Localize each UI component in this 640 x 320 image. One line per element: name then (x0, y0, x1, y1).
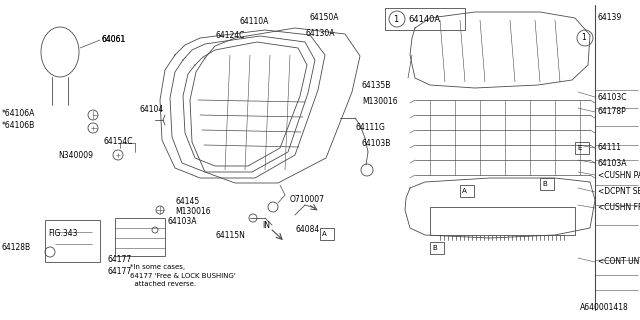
Text: 64103A: 64103A (168, 218, 198, 227)
Text: 64104: 64104 (140, 106, 164, 115)
Text: 64177: 64177 (108, 254, 132, 263)
Text: 64135B: 64135B (362, 81, 392, 90)
Bar (430, 207, 575, 235)
Bar (320, 228, 334, 240)
Text: 1: 1 (394, 14, 399, 23)
Text: <CUSHN PAD>: <CUSHN PAD> (598, 171, 640, 180)
Text: 64061: 64061 (101, 36, 125, 44)
Text: A640001418: A640001418 (580, 303, 628, 313)
Text: FIG.343: FIG.343 (48, 228, 77, 237)
Text: <CONT UNT DCPNT>: <CONT UNT DCPNT> (598, 258, 640, 267)
Text: M130016: M130016 (362, 98, 397, 107)
Text: *64106A: *64106A (2, 108, 35, 117)
Text: 64150A: 64150A (310, 13, 339, 22)
Text: 64111: 64111 (598, 143, 622, 153)
Bar (430, 242, 444, 254)
Text: B: B (432, 245, 436, 251)
Text: 64115N: 64115N (215, 230, 245, 239)
Text: 64111G: 64111G (355, 124, 385, 132)
Text: 64103C: 64103C (598, 92, 627, 101)
Text: O710007: O710007 (290, 196, 325, 204)
Text: 64154C: 64154C (103, 138, 132, 147)
Text: A: A (322, 231, 327, 237)
Bar (460, 185, 474, 197)
Text: 64178P: 64178P (598, 108, 627, 116)
Text: <CUSHN FRME>: <CUSHN FRME> (598, 204, 640, 212)
Bar (45, 220, 100, 262)
Bar (115, 218, 165, 256)
Text: 64061: 64061 (101, 36, 125, 44)
Text: 64145: 64145 (175, 197, 199, 206)
Text: <DCPNT SESOR>: <DCPNT SESOR> (598, 188, 640, 196)
Text: 64124C: 64124C (215, 30, 244, 39)
Bar (385, 8, 465, 30)
Text: 64103B: 64103B (362, 139, 392, 148)
Text: A: A (462, 188, 467, 194)
Text: 64103A: 64103A (598, 158, 627, 167)
Text: *In some cases,
64177 'Free & LOCK BUSHING'
  attached reverse.: *In some cases, 64177 'Free & LOCK BUSHI… (130, 264, 236, 287)
Text: M130016: M130016 (175, 207, 211, 217)
Text: 64110A: 64110A (240, 18, 269, 27)
Text: 64139: 64139 (598, 13, 622, 22)
Text: 64084: 64084 (295, 226, 319, 235)
Text: 64130A: 64130A (305, 28, 335, 37)
Text: E: E (577, 145, 581, 151)
Text: B: B (542, 181, 547, 187)
Text: 1: 1 (582, 34, 586, 43)
Text: IN: IN (262, 220, 270, 229)
Text: 64128B: 64128B (2, 244, 31, 252)
Bar (540, 178, 554, 190)
Text: N340009: N340009 (58, 150, 93, 159)
Text: *64106B: *64106B (2, 122, 35, 131)
Text: 64177: 64177 (108, 268, 132, 276)
Text: 64140A: 64140A (408, 14, 440, 23)
Bar (575, 142, 589, 154)
